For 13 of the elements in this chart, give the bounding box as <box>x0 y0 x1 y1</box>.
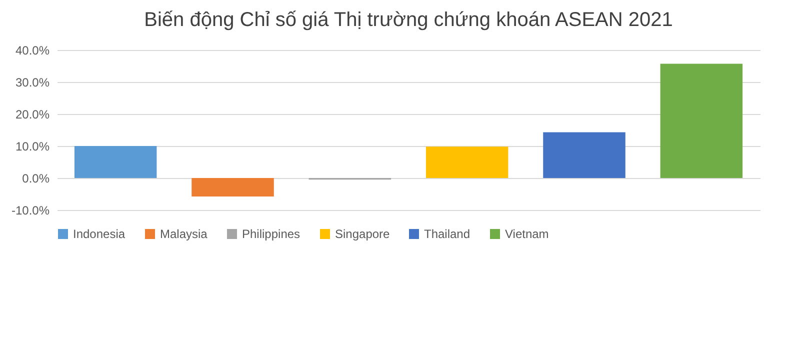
y-tick-label: 20.0% <box>15 108 50 122</box>
legend-label: Philippines <box>242 227 300 241</box>
y-tick-label: 10.0% <box>15 140 50 154</box>
legend-label: Thailand <box>424 227 470 241</box>
legend-label: Singapore <box>335 227 390 241</box>
y-tick-label: 40.0% <box>15 44 50 58</box>
legend-label: Indonesia <box>73 227 126 241</box>
chart-title: Biến động Chỉ số giá Thị trường chứng khoán ASEAN 2021 <box>144 9 673 31</box>
legend-label: Malaysia <box>160 227 208 241</box>
y-tick-label: 30.0% <box>15 76 50 90</box>
y-tick-label: 0.0% <box>22 172 50 186</box>
y-tick-label: -10.0% <box>11 204 50 218</box>
legend-label: Vietnam <box>505 227 549 241</box>
